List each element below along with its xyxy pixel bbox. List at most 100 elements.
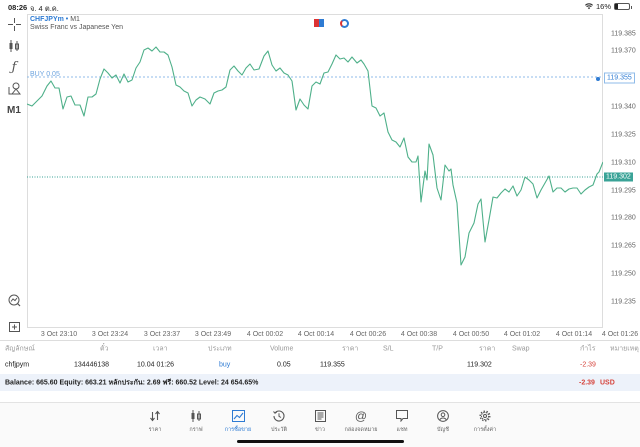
market-session-icon[interactable] bbox=[340, 19, 349, 28]
time-axis[interactable]: 3 Oct 23:10 3 Oct 23:24 3 Oct 23:37 3 Oc… bbox=[27, 328, 640, 340]
history-clock-icon bbox=[273, 409, 285, 423]
col-time[interactable]: เวลา bbox=[153, 345, 168, 352]
price-axis[interactable]: 119.385 119.370 119.355 119.340 119.325 … bbox=[604, 14, 640, 328]
chart-status-icons bbox=[314, 19, 349, 28]
col-ticket[interactable]: ตั๋ว bbox=[100, 345, 109, 352]
col-sl[interactable]: S/L bbox=[383, 345, 394, 352]
y-tick: 119.235 bbox=[611, 298, 636, 306]
price-line-svg bbox=[27, 46, 603, 266]
clock-date: จ. 4 ต.ค. bbox=[30, 4, 59, 13]
trade-chart-icon bbox=[231, 409, 245, 423]
at-sign-icon: @ bbox=[354, 409, 368, 423]
crosshair-icon[interactable] bbox=[4, 16, 24, 32]
y-tick: 119.265 bbox=[611, 242, 636, 250]
y-tick: 119.310 bbox=[611, 159, 636, 167]
account-summary: Balance: 665.60 Equity: 663.21 หลักประกั… bbox=[0, 374, 640, 391]
quotes-arrows-icon bbox=[149, 409, 161, 423]
row-ticket: 134446138 bbox=[74, 361, 110, 369]
wifi-icon bbox=[584, 3, 593, 10]
gear-icon bbox=[479, 409, 491, 423]
x-tick: 4 Oct 00:02 bbox=[246, 331, 284, 338]
tab-label: ข่าว bbox=[315, 427, 325, 433]
row-current-price: 119.302 bbox=[467, 361, 492, 369]
tab-mailbox[interactable]: @ กล่องจดหมาย bbox=[341, 409, 381, 434]
buy-marker-icon[interactable] bbox=[596, 77, 600, 81]
total-profit: -2.39 bbox=[579, 379, 595, 386]
clock-time: 08:26 bbox=[8, 3, 28, 12]
row-type: buy bbox=[219, 361, 231, 369]
col-profit[interactable]: กำไร bbox=[580, 345, 596, 352]
balance-summary: Balance: 665.60 Equity: 663.21 หลักประกั… bbox=[5, 379, 259, 386]
x-tick: 4 Oct 00:50 bbox=[452, 331, 490, 338]
table-row[interactable]: chfjpym 134446138 10.04 01:26 buy 0.05 1… bbox=[0, 356, 640, 374]
profit-currency: USD bbox=[600, 379, 615, 386]
tab-chart[interactable]: กราฟ bbox=[176, 409, 216, 434]
tab-chat[interactable]: แชท bbox=[382, 409, 422, 434]
chart-plot-area[interactable] bbox=[27, 14, 603, 328]
buy-line-label: BUY 0.05 bbox=[30, 71, 60, 78]
col-type[interactable]: ประเภท bbox=[208, 345, 232, 352]
chat-bubble-icon bbox=[396, 409, 408, 423]
symbol-timeframe: M1 bbox=[70, 16, 80, 23]
battery-icon bbox=[614, 3, 632, 10]
tab-settings[interactable]: การตั้งค่า bbox=[465, 409, 505, 434]
indicators-icon[interactable] bbox=[4, 38, 24, 54]
row-time: 10.04 01:26 bbox=[137, 361, 174, 369]
x-tick: 3 Oct 23:24 bbox=[91, 331, 129, 338]
col-tp[interactable]: T/P bbox=[432, 345, 443, 352]
trade-zoom-icon[interactable] bbox=[4, 292, 24, 308]
function-icon[interactable]: ƒ bbox=[11, 59, 17, 75]
y-tick: 119.340 bbox=[611, 103, 636, 111]
tab-history[interactable]: ประวัติ bbox=[259, 409, 299, 434]
x-tick: 4 Oct 00:26 bbox=[349, 331, 387, 338]
tab-label: การตั้งค่า bbox=[473, 427, 497, 433]
tab-account[interactable]: บัญชี bbox=[423, 409, 463, 434]
tab-label: บัญชี bbox=[437, 427, 449, 433]
tab-news[interactable]: ข่าว bbox=[300, 409, 340, 434]
timeframe-button[interactable]: M1 bbox=[7, 104, 21, 116]
y-tick: 119.370 bbox=[611, 47, 636, 55]
col-symbol[interactable]: สัญลักษณ์ bbox=[5, 345, 35, 352]
tab-trade[interactable]: การซื้อขาย bbox=[218, 409, 258, 434]
price-chart[interactable]: CHFJPYm • M1 Swiss Franc vs Japanese Yen… bbox=[27, 14, 640, 340]
tab-quotes[interactable]: ราคา bbox=[135, 409, 175, 434]
home-indicator[interactable] bbox=[237, 440, 404, 443]
tab-label: กราฟ bbox=[189, 427, 203, 433]
col-swap[interactable]: Swap bbox=[512, 345, 530, 352]
x-tick: 3 Oct 23:49 bbox=[194, 331, 232, 338]
row-volume: 0.05 bbox=[277, 361, 291, 369]
x-tick: 4 Oct 01:14 bbox=[555, 331, 593, 338]
col-current-price[interactable]: ราคา bbox=[479, 345, 496, 352]
tab-label: กล่องจดหมาย bbox=[344, 427, 378, 433]
tab-label: ราคา bbox=[148, 427, 162, 433]
new-order-icon[interactable] bbox=[4, 318, 24, 334]
x-tick: 4 Oct 01:26 bbox=[601, 331, 639, 338]
col-volume[interactable]: Volume bbox=[270, 345, 294, 352]
row-profit: -2.39 bbox=[580, 361, 596, 369]
x-tick: 3 Oct 23:10 bbox=[40, 331, 78, 338]
status-bar: 08:26 จ. 4 ต.ค. 16% bbox=[0, 0, 640, 14]
one-click-trading-icon[interactable] bbox=[314, 19, 324, 27]
x-tick: 3 Oct 23:37 bbox=[143, 331, 181, 338]
symbol-name: CHFJPYm bbox=[30, 16, 64, 23]
col-comment[interactable]: หมายเหตุ bbox=[610, 345, 639, 352]
buy-price-badge: 119.355 bbox=[604, 72, 635, 84]
y-tick: 119.280 bbox=[611, 214, 636, 222]
table-header: สัญลักษณ์ ตั๋ว เวลา ประเภท Volume ราคา S… bbox=[0, 340, 640, 356]
objects-icon[interactable] bbox=[4, 80, 24, 96]
positions-table: สัญลักษณ์ ตั๋ว เวลา ประเภท Volume ราคา S… bbox=[0, 340, 640, 391]
separator: • bbox=[65, 16, 69, 23]
x-tick: 4 Oct 00:38 bbox=[400, 331, 438, 338]
y-tick: 119.325 bbox=[611, 131, 636, 139]
chart-symbol-header: CHFJPYm • M1 bbox=[30, 16, 80, 23]
status-right: 16% bbox=[584, 2, 632, 11]
tab-label: แชท bbox=[396, 427, 408, 433]
price-line bbox=[27, 46, 603, 266]
tab-label: การซื้อขาย bbox=[224, 427, 252, 433]
news-icon bbox=[314, 409, 326, 423]
y-tick: 119.295 bbox=[611, 187, 636, 195]
account-user-icon bbox=[437, 409, 449, 423]
x-tick: 4 Oct 00:14 bbox=[297, 331, 335, 338]
tab-label: ประวัติ bbox=[270, 427, 288, 433]
col-open-price[interactable]: ราคา bbox=[342, 345, 359, 352]
